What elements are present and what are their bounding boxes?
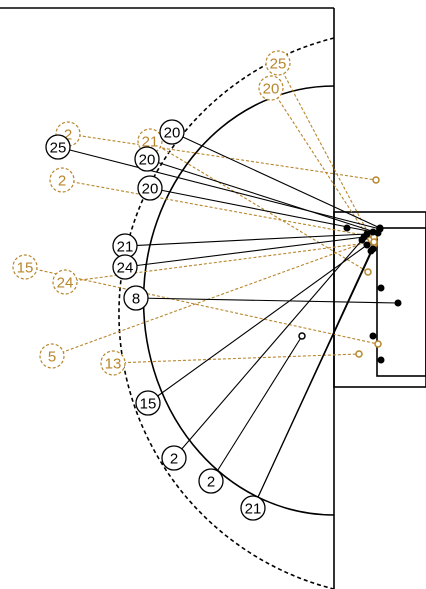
black-shot-end xyxy=(377,284,385,292)
gold-player-marker xyxy=(49,167,75,193)
black-player-number: 24 xyxy=(117,260,134,277)
black-player-number: 8 xyxy=(132,291,140,308)
black-shot-end xyxy=(394,299,402,307)
gold-player-number: 13 xyxy=(105,356,122,373)
black-shot-line xyxy=(171,131,381,229)
gold-shot-line xyxy=(112,353,360,364)
gold-player-number: 2 xyxy=(58,173,66,190)
gold-player-number: 5 xyxy=(48,349,56,366)
dashed-arc xyxy=(118,37,335,589)
black-player-marker xyxy=(159,119,185,145)
penalty-box xyxy=(333,211,426,388)
black-shot-line xyxy=(147,244,368,404)
black-shot-end xyxy=(367,247,375,255)
black-shot-line xyxy=(173,239,363,459)
black-shot-line xyxy=(252,250,372,509)
gold-shot-line xyxy=(270,87,371,241)
black-player-marker xyxy=(137,175,163,201)
black-player-number: 15 xyxy=(140,396,157,413)
black-shot-end xyxy=(363,241,371,249)
pitch-lines xyxy=(0,7,426,589)
black-player-number: 21 xyxy=(245,501,262,518)
black-player-marker xyxy=(198,468,224,494)
gold-player-number: 24 xyxy=(57,275,74,292)
gold-player-number: 2 xyxy=(64,127,72,144)
black-player-number: 21 xyxy=(117,239,134,256)
black-player-marker xyxy=(112,254,138,280)
gold-shot-line xyxy=(61,179,375,238)
black-shot-end xyxy=(377,356,385,364)
gold-player-marker xyxy=(12,254,38,280)
black-shot-line xyxy=(124,233,368,247)
black-shot-end-open xyxy=(298,332,306,340)
black-shot-end xyxy=(369,332,377,340)
gold-player-marker xyxy=(100,350,126,376)
black-player-number: 25 xyxy=(50,140,67,157)
gold-player-number: 21 xyxy=(142,134,159,151)
black-shot-end xyxy=(358,236,366,244)
black-player-marker xyxy=(161,445,187,471)
gold-shot-line xyxy=(149,140,369,273)
gold-shot-line xyxy=(67,133,377,181)
black-shot-line xyxy=(149,187,374,233)
black-player-number: 2 xyxy=(207,474,215,491)
black-shot-line xyxy=(135,297,399,304)
black-player-number: 2 xyxy=(170,451,178,468)
black-shot-line xyxy=(210,335,303,482)
gold-shot-end xyxy=(374,340,382,348)
gold-player-number: 20 xyxy=(263,81,280,98)
gold-player-marker xyxy=(258,75,284,101)
gold-player-number: 15 xyxy=(17,260,34,277)
black-player-marker xyxy=(45,134,71,160)
gold-shot-line xyxy=(24,266,379,345)
gold-shot-line xyxy=(277,62,375,245)
gold-shot-line xyxy=(64,241,375,283)
gold-shot-end xyxy=(370,238,378,246)
goal-area xyxy=(376,227,426,377)
gold-shot-end xyxy=(364,268,372,276)
gold-shots-layer: 25 20 2 2 21 15 24 5 13 xyxy=(12,50,382,376)
gold-player-marker xyxy=(52,269,78,295)
black-player-marker xyxy=(240,495,266,521)
black-player-marker xyxy=(135,390,161,416)
gold-player-number: 25 xyxy=(270,56,287,73)
black-shot-end xyxy=(369,228,377,236)
black-player-number: 20 xyxy=(164,125,181,142)
gold-shot-end xyxy=(372,176,380,184)
gold-player-marker xyxy=(265,50,291,76)
black-player-marker xyxy=(134,146,160,172)
black-player-number: 20 xyxy=(142,181,159,198)
black-shot-line xyxy=(57,146,381,230)
black-player-marker xyxy=(123,285,149,311)
black-shot-end xyxy=(343,224,351,232)
black-shot-line xyxy=(124,236,365,268)
black-shot-line xyxy=(146,158,379,234)
gold-shot-end xyxy=(355,350,363,358)
gold-player-marker xyxy=(39,343,65,369)
black-player-number: 20 xyxy=(139,152,156,169)
